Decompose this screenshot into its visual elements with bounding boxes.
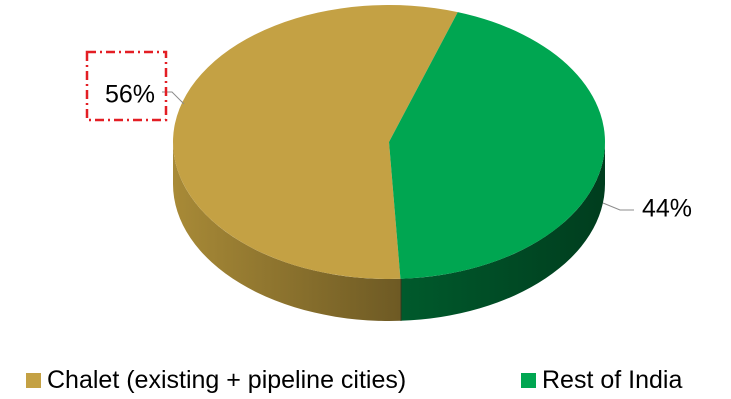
data-labels: 56% 44% xyxy=(85,50,692,223)
data-label-chalet: 56% xyxy=(105,81,155,109)
legend-label-rest-of-india: Rest of India xyxy=(542,366,683,394)
pie-slice-rest-of-india xyxy=(389,12,605,279)
pie-chart: 56% 44% xyxy=(85,4,692,322)
leader-line-rest-of-india xyxy=(602,202,634,211)
highlight-box xyxy=(85,50,168,122)
pie-side-rest-of-india xyxy=(400,142,605,321)
pie-slices xyxy=(172,4,605,280)
pie-cut-edge xyxy=(400,278,402,321)
pie-sides xyxy=(173,142,605,322)
pie-slice-chalet xyxy=(172,4,458,280)
legend-swatch-rest-of-india xyxy=(521,372,536,388)
legend-item-rest-of-india: Rest of India xyxy=(521,363,682,397)
legend-label-chalet: Chalet (existing + pipeline cities) xyxy=(47,366,407,394)
legend-swatch-chalet xyxy=(26,372,41,388)
legend: Chalet (existing + pipeline cities) Rest… xyxy=(0,363,731,397)
legend-item-chalet: Chalet (existing + pipeline cities) xyxy=(26,363,406,397)
data-label-rest-of-india: 44% xyxy=(642,195,692,223)
pie-side-chalet xyxy=(173,142,401,322)
